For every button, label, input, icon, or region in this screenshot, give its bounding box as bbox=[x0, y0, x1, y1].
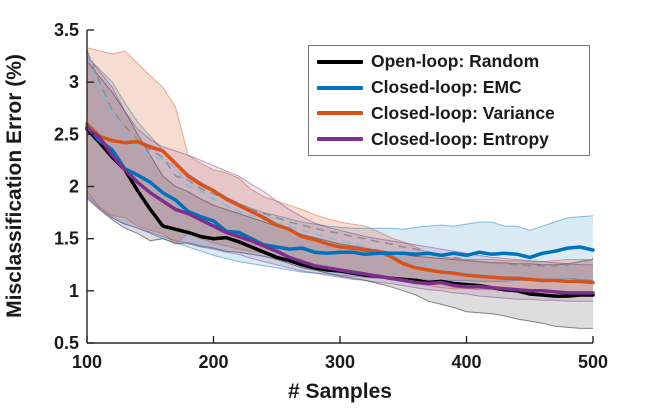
closed-loop-emc-band-lower-edge bbox=[86, 194, 594, 282]
open-loop-random-band-upper-edge bbox=[86, 60, 594, 266]
closed-loop-entropy-band-lower-edge bbox=[86, 198, 593, 302]
legend: Open-loop: Random Closed-loop: EMC Closed-… bbox=[308, 45, 590, 156]
open-loop-random-band-lower-edge bbox=[86, 196, 593, 329]
legend-line-swatch bbox=[317, 59, 363, 64]
y-tick-label: 1.5 bbox=[54, 229, 79, 249]
y-tick-label: 1 bbox=[69, 281, 79, 301]
legend-label: Closed-loop: EMC bbox=[371, 77, 522, 98]
x-axis-label: # Samples bbox=[288, 380, 392, 403]
y-tick-label: 0.5 bbox=[54, 333, 79, 353]
x-tick-label: 300 bbox=[325, 352, 355, 372]
legend-line-swatch bbox=[317, 137, 363, 142]
legend-entry-open-loop-random: Open-loop: Random bbox=[309, 51, 589, 72]
y-tick-label: 3.5 bbox=[54, 20, 79, 40]
closed-loop-entropy-band-upper-edge bbox=[86, 55, 593, 266]
closed-loop-variance-band-upper-edge bbox=[86, 47, 593, 263]
closed-loop-variance-line bbox=[85, 122, 595, 285]
x-tick-label: 200 bbox=[198, 352, 228, 372]
closed-loop-emc-line bbox=[85, 125, 595, 260]
legend-label: Closed-loop: Entropy bbox=[371, 128, 549, 149]
legend-label: Closed-loop: Variance bbox=[371, 102, 555, 123]
legend-label: Open-loop: Random bbox=[371, 51, 540, 72]
legend-line-swatch bbox=[317, 111, 363, 116]
y-tick-label: 3 bbox=[69, 72, 79, 92]
y-tick-label: 2 bbox=[69, 177, 79, 197]
legend-line-swatch bbox=[317, 85, 363, 90]
legend-entry-closed-loop-emc: Closed-loop: EMC bbox=[309, 77, 589, 98]
open-loop-random-band bbox=[87, 61, 593, 329]
x-tick-label: 500 bbox=[578, 352, 608, 372]
y-tick-label: 2.5 bbox=[54, 124, 79, 144]
legend-entry-closed-loop-variance: Closed-loop: Variance bbox=[309, 103, 589, 124]
x-tick-label: 100 bbox=[72, 352, 102, 372]
x-tick-label: 400 bbox=[451, 352, 481, 372]
y-axis-label: Misclassification Error (%) bbox=[3, 54, 26, 318]
closed-loop-entropy-line bbox=[85, 126, 595, 295]
closed-loop-variance-band bbox=[87, 47, 593, 292]
legend-entry-closed-loop-entropy: Closed-loop: Entropy bbox=[309, 129, 589, 150]
